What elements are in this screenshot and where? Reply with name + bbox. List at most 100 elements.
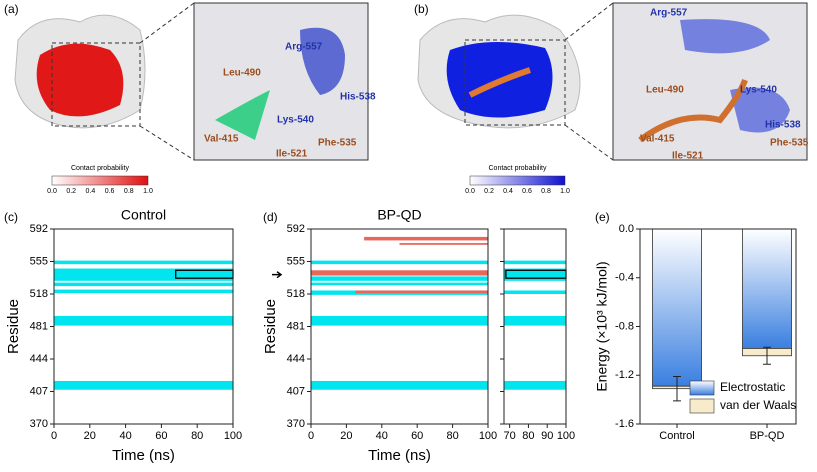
residue-label: Ile-521 bbox=[276, 149, 308, 160]
residue-label: His-538 bbox=[340, 92, 376, 103]
y-tick-label: 518 bbox=[30, 288, 48, 300]
y-tick-label: 481 bbox=[287, 320, 305, 332]
contact-band bbox=[311, 282, 488, 286]
x-tick-label: BP-QD bbox=[750, 430, 785, 442]
plot-frame bbox=[310, 228, 489, 425]
contact-band bbox=[504, 260, 566, 265]
residue-label: Lys-540 bbox=[740, 85, 777, 96]
x-tick-label: 0 bbox=[51, 430, 57, 442]
y-axis-label: Residue bbox=[262, 299, 279, 354]
colorbar-tick: 0.0 bbox=[465, 188, 475, 195]
residue-label: His-538 bbox=[765, 120, 801, 131]
panel-label: (c) bbox=[4, 210, 18, 224]
x-tick-label: 20 bbox=[340, 430, 352, 442]
residue-label: Phe-535 bbox=[318, 138, 357, 149]
colorbar-tick: 0.6 bbox=[105, 188, 115, 195]
error-bar bbox=[763, 346, 771, 365]
y-tick-label: -0.4 bbox=[615, 272, 634, 284]
contact-band bbox=[54, 282, 233, 287]
contact-band bbox=[504, 290, 566, 294]
panel-label: (e) bbox=[595, 210, 610, 224]
legend-label: van der Waals bbox=[720, 398, 796, 412]
residue-label: Val-415 bbox=[204, 134, 239, 145]
y-tick-label: 0.0 bbox=[619, 223, 634, 235]
contact-band bbox=[504, 315, 566, 326]
y-tick-label: 370 bbox=[30, 418, 48, 430]
residue-label: Phe-535 bbox=[770, 138, 809, 149]
legend-label: Electrostatic bbox=[720, 380, 785, 394]
x-tick-label: 40 bbox=[119, 430, 131, 442]
contact-band bbox=[54, 260, 233, 265]
colorbar-tick: 0.0 bbox=[47, 188, 57, 195]
plot-frame bbox=[53, 228, 234, 425]
x-tick-label: 80 bbox=[446, 430, 458, 442]
x-tick-label: 80 bbox=[522, 430, 534, 442]
x-tick-label: 60 bbox=[411, 430, 423, 442]
colorbar-title: Contact probability bbox=[71, 165, 129, 172]
y-tick-label: -1.2 bbox=[615, 369, 634, 381]
colorbar-tick: 0.8 bbox=[541, 188, 551, 195]
contact-band bbox=[311, 270, 488, 276]
residue-label: Lys-540 bbox=[277, 115, 314, 126]
x-tick-label: 80 bbox=[191, 430, 203, 442]
residue-label: Ile-521 bbox=[672, 151, 704, 162]
x-tick-label: 60 bbox=[155, 430, 167, 442]
y-tick-label: 555 bbox=[30, 255, 48, 267]
legend-swatch bbox=[689, 398, 715, 414]
chart-title: BP-QD bbox=[377, 207, 421, 223]
contact-band bbox=[364, 236, 488, 241]
legend-swatch bbox=[689, 380, 715, 396]
residue-label: Arg-557 bbox=[285, 42, 323, 53]
residue-label: Val-415 bbox=[640, 134, 675, 145]
y-tick-label: 407 bbox=[30, 385, 48, 397]
residue-label: Leu-490 bbox=[223, 68, 261, 79]
y-tick-label: 407 bbox=[287, 385, 305, 397]
y-tick-label: 444 bbox=[287, 353, 305, 365]
arrow bbox=[272, 271, 283, 279]
colorbar-tick: 0.4 bbox=[86, 188, 96, 195]
x-tick-label: 100 bbox=[557, 430, 575, 442]
y-tick-label: 555 bbox=[287, 255, 305, 267]
contact-band bbox=[311, 315, 488, 326]
colorbar-tick: 1.0 bbox=[143, 188, 153, 195]
y-tick-label: 370 bbox=[287, 418, 305, 430]
colorbar-tick: 0.8 bbox=[124, 188, 134, 195]
x-tick-label: 90 bbox=[541, 430, 553, 442]
x-tick-label: Control bbox=[659, 430, 694, 442]
y-tick-label: 481 bbox=[30, 320, 48, 332]
contact-band bbox=[311, 380, 488, 390]
x-tick-label: 100 bbox=[224, 430, 242, 442]
contact-band bbox=[311, 276, 488, 281]
y-axis-label: Energy (×10³ kJ/mol) bbox=[594, 261, 610, 391]
x-tick-label: 40 bbox=[376, 430, 388, 442]
colorbar-tick: 1.0 bbox=[560, 188, 570, 195]
y-tick-label: -1.6 bbox=[615, 418, 634, 430]
contact-band bbox=[54, 315, 233, 326]
contact-band bbox=[504, 380, 566, 390]
x-tick-label: 70 bbox=[504, 430, 516, 442]
contact-band bbox=[54, 380, 233, 390]
colorbar-title: Contact probability bbox=[489, 165, 547, 172]
bar-segment bbox=[742, 228, 792, 349]
error-bar bbox=[673, 375, 681, 402]
protein-a bbox=[14, 2, 369, 161]
y-tick-label: 518 bbox=[287, 288, 305, 300]
colorbar-tick: 0.2 bbox=[66, 188, 76, 195]
x-axis-label: Time (ns) bbox=[112, 447, 175, 464]
contact-band bbox=[54, 289, 233, 294]
colorbar bbox=[51, 175, 149, 186]
plot-frame bbox=[639, 228, 797, 425]
x-tick-label: 100 bbox=[479, 430, 497, 442]
contact-band bbox=[311, 260, 488, 265]
chart-title: Control bbox=[121, 207, 166, 223]
residue-label: Arg-557 bbox=[650, 8, 688, 19]
colorbar-tick: 0.2 bbox=[484, 188, 494, 195]
y-tick-label: 444 bbox=[30, 353, 48, 365]
contact-band bbox=[355, 290, 488, 294]
plot-frame bbox=[503, 228, 567, 425]
y-tick-label: 592 bbox=[287, 223, 305, 235]
x-tick-label: 0 bbox=[308, 430, 314, 442]
y-tick-label: 592 bbox=[30, 223, 48, 235]
contact-band bbox=[399, 243, 488, 245]
